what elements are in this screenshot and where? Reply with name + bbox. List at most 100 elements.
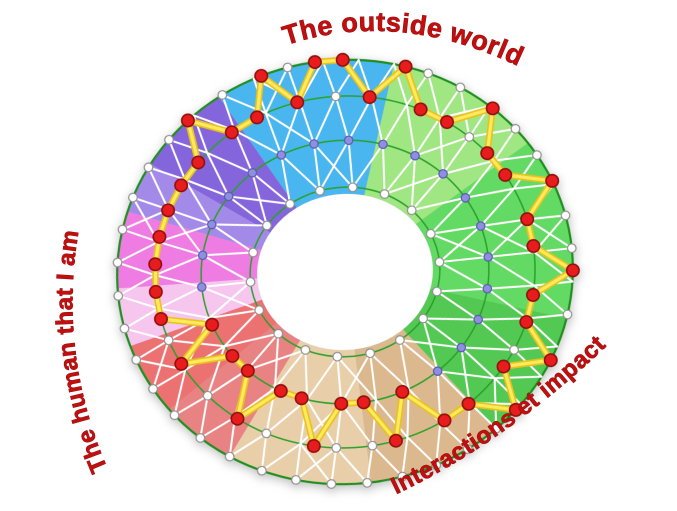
mesh-node (362, 477, 373, 488)
mesh-line (152, 339, 170, 390)
mesh-line (347, 139, 354, 189)
mesh-node (207, 219, 217, 230)
mesh-node (483, 252, 494, 262)
mesh-line (121, 228, 160, 243)
mesh-node (291, 474, 301, 485)
mesh-line (147, 166, 186, 181)
red-node (225, 348, 240, 363)
mesh-node (248, 247, 259, 258)
mesh-line (398, 339, 410, 390)
mesh-node (509, 344, 519, 355)
mesh-line (304, 348, 309, 401)
mesh-node (254, 305, 265, 316)
mesh-line (486, 287, 529, 320)
mesh-node (425, 228, 436, 239)
red-node (395, 384, 410, 399)
mesh-node (331, 442, 342, 453)
mesh-line (233, 129, 283, 157)
mesh-line (251, 171, 268, 227)
mesh-line (183, 178, 213, 226)
mesh-node (395, 335, 405, 345)
mesh-line (442, 135, 471, 175)
mesh-line (157, 286, 203, 310)
mesh-node (464, 132, 475, 142)
mesh-node (330, 91, 341, 102)
mesh-line (210, 223, 268, 227)
mesh-node (314, 185, 325, 196)
red-node (388, 433, 403, 448)
mesh-node (131, 354, 142, 365)
mesh-line (336, 355, 377, 402)
mesh-line (117, 294, 160, 310)
mesh-line (299, 442, 333, 485)
mesh-line (206, 151, 254, 174)
mesh-line (273, 332, 280, 390)
mesh-line (371, 444, 404, 478)
label-the-human-that-i-am-text: The human that I am (51, 228, 113, 477)
mesh-node (247, 168, 258, 178)
mesh-line (487, 218, 529, 258)
mesh-line (210, 223, 255, 254)
mesh-line (334, 59, 360, 98)
mesh-line (334, 95, 350, 142)
mesh-line (233, 129, 254, 174)
mesh-line (251, 171, 292, 205)
mesh-node (510, 123, 521, 134)
mesh-node (276, 150, 287, 160)
mesh-line (227, 195, 292, 205)
mesh-line (438, 255, 490, 264)
mesh-node (113, 290, 124, 301)
mesh-line (477, 318, 516, 351)
red-node (461, 396, 476, 411)
mesh-node (423, 68, 434, 79)
mesh-line (493, 127, 517, 162)
mesh-line (414, 117, 441, 157)
red-node (498, 167, 513, 182)
mesh-line (167, 208, 213, 226)
red-node (526, 287, 541, 302)
mesh-node (432, 366, 443, 376)
mesh-line (513, 345, 559, 351)
mesh-node (128, 192, 138, 203)
mesh-line (398, 339, 439, 373)
mesh-node (119, 323, 130, 334)
mesh-line (260, 442, 302, 472)
mesh-line (157, 307, 211, 319)
mesh-line (486, 284, 536, 290)
mesh-line (435, 287, 489, 293)
mesh-node (431, 460, 442, 471)
donut-hole (257, 193, 433, 351)
red-node (496, 359, 511, 374)
mesh-node (418, 313, 428, 324)
red-node (335, 52, 350, 67)
mesh-line (460, 346, 516, 351)
mesh-node (224, 451, 235, 462)
red-node (334, 396, 349, 411)
red-node (191, 155, 206, 170)
mesh-node (456, 342, 467, 353)
mesh-node (475, 221, 486, 231)
mesh-line (429, 196, 467, 235)
mesh-node (300, 345, 311, 355)
mesh-line (398, 339, 463, 349)
mesh-line (321, 60, 337, 98)
red-node (565, 263, 580, 278)
mesh-node (282, 62, 293, 73)
mesh-line (280, 154, 321, 192)
mesh-line (512, 154, 538, 190)
mesh-line (460, 346, 496, 380)
mesh-line (429, 225, 482, 235)
mesh-line (369, 352, 377, 402)
mesh-node (273, 328, 284, 339)
mesh-line (313, 142, 321, 192)
mesh-line (298, 100, 316, 145)
red-node (520, 212, 535, 227)
mesh-line (228, 432, 268, 458)
mesh-line (464, 187, 515, 199)
red-node (437, 413, 452, 428)
red-node (356, 395, 371, 410)
mesh-line (487, 255, 536, 287)
red-node (174, 356, 189, 371)
mesh-node (482, 283, 493, 294)
